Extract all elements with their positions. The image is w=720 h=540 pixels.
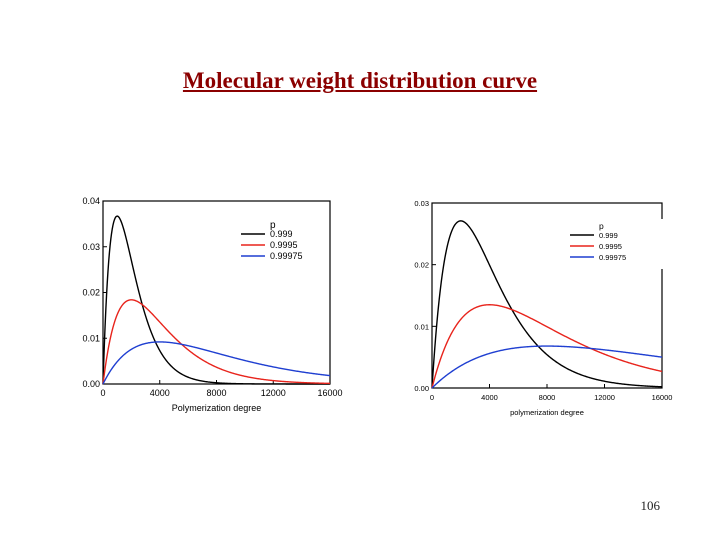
- legend-label: 0.999: [270, 229, 293, 239]
- y-tick-label: 0.03: [414, 199, 429, 208]
- y-tick-label: 0.01: [82, 333, 100, 343]
- y-tick-label: 0.02: [414, 261, 429, 270]
- chart-left-weight-distribution: 0 4000 8000 12000 16000 0.00 0.01 0.02 0.03 0.04 P…: [82, 196, 342, 413]
- series-line-0.9995: [431, 304, 663, 389]
- y-tick-label: 0.04: [82, 196, 100, 206]
- legend-label: 0.9995: [599, 242, 622, 251]
- x-tick-label: 16000: [652, 393, 673, 402]
- x-tick-label: 4000: [481, 393, 498, 402]
- x-tick-label: 8000: [206, 388, 226, 398]
- x-tick-label: 0: [100, 388, 105, 398]
- x-tick-label: 12000: [261, 388, 286, 398]
- y-tick-label: 0.02: [82, 288, 100, 298]
- legend-title: p: [270, 220, 276, 231]
- legend-box: [568, 219, 663, 269]
- series-line-0.99975: [102, 341, 331, 385]
- series-line-0.999: [431, 220, 663, 389]
- y-tick-label: 0.00: [82, 379, 100, 389]
- series-line-0.9995: [102, 299, 331, 385]
- x-tick-label: 8000: [539, 393, 556, 402]
- slide-title: Molecular weight distribution curve: [182, 68, 538, 93]
- series-line-0.999: [102, 215, 330, 385]
- legend-box: [239, 218, 317, 268]
- legend-title: p: [599, 221, 604, 231]
- y-tick-label: 0.00: [414, 384, 429, 393]
- legend-label: 0.99975: [270, 251, 303, 261]
- x-tick-label: 16000: [317, 388, 342, 398]
- y-tick-label: 0.03: [82, 242, 100, 252]
- chart-right-weight-distribution: 0 4000 8000 12000 16000 0.00 0.01 0.02 0.03 polym…: [414, 199, 673, 417]
- x-tick-label: 12000: [594, 393, 615, 402]
- x-axis-label: polymerization degree: [510, 408, 584, 417]
- x-tick-label: 4000: [150, 388, 170, 398]
- x-tick-label: 0: [430, 393, 434, 402]
- legend-label: 0.99975: [599, 253, 626, 262]
- legend-label: 0.999: [599, 231, 618, 240]
- y-tick-label: 0.01: [414, 322, 429, 331]
- legend-label: 0.9995: [270, 240, 298, 250]
- page-number: 106: [640, 498, 661, 513]
- x-axis-label: Polymerization degree: [172, 403, 262, 413]
- series-line-0.99975: [431, 345, 663, 389]
